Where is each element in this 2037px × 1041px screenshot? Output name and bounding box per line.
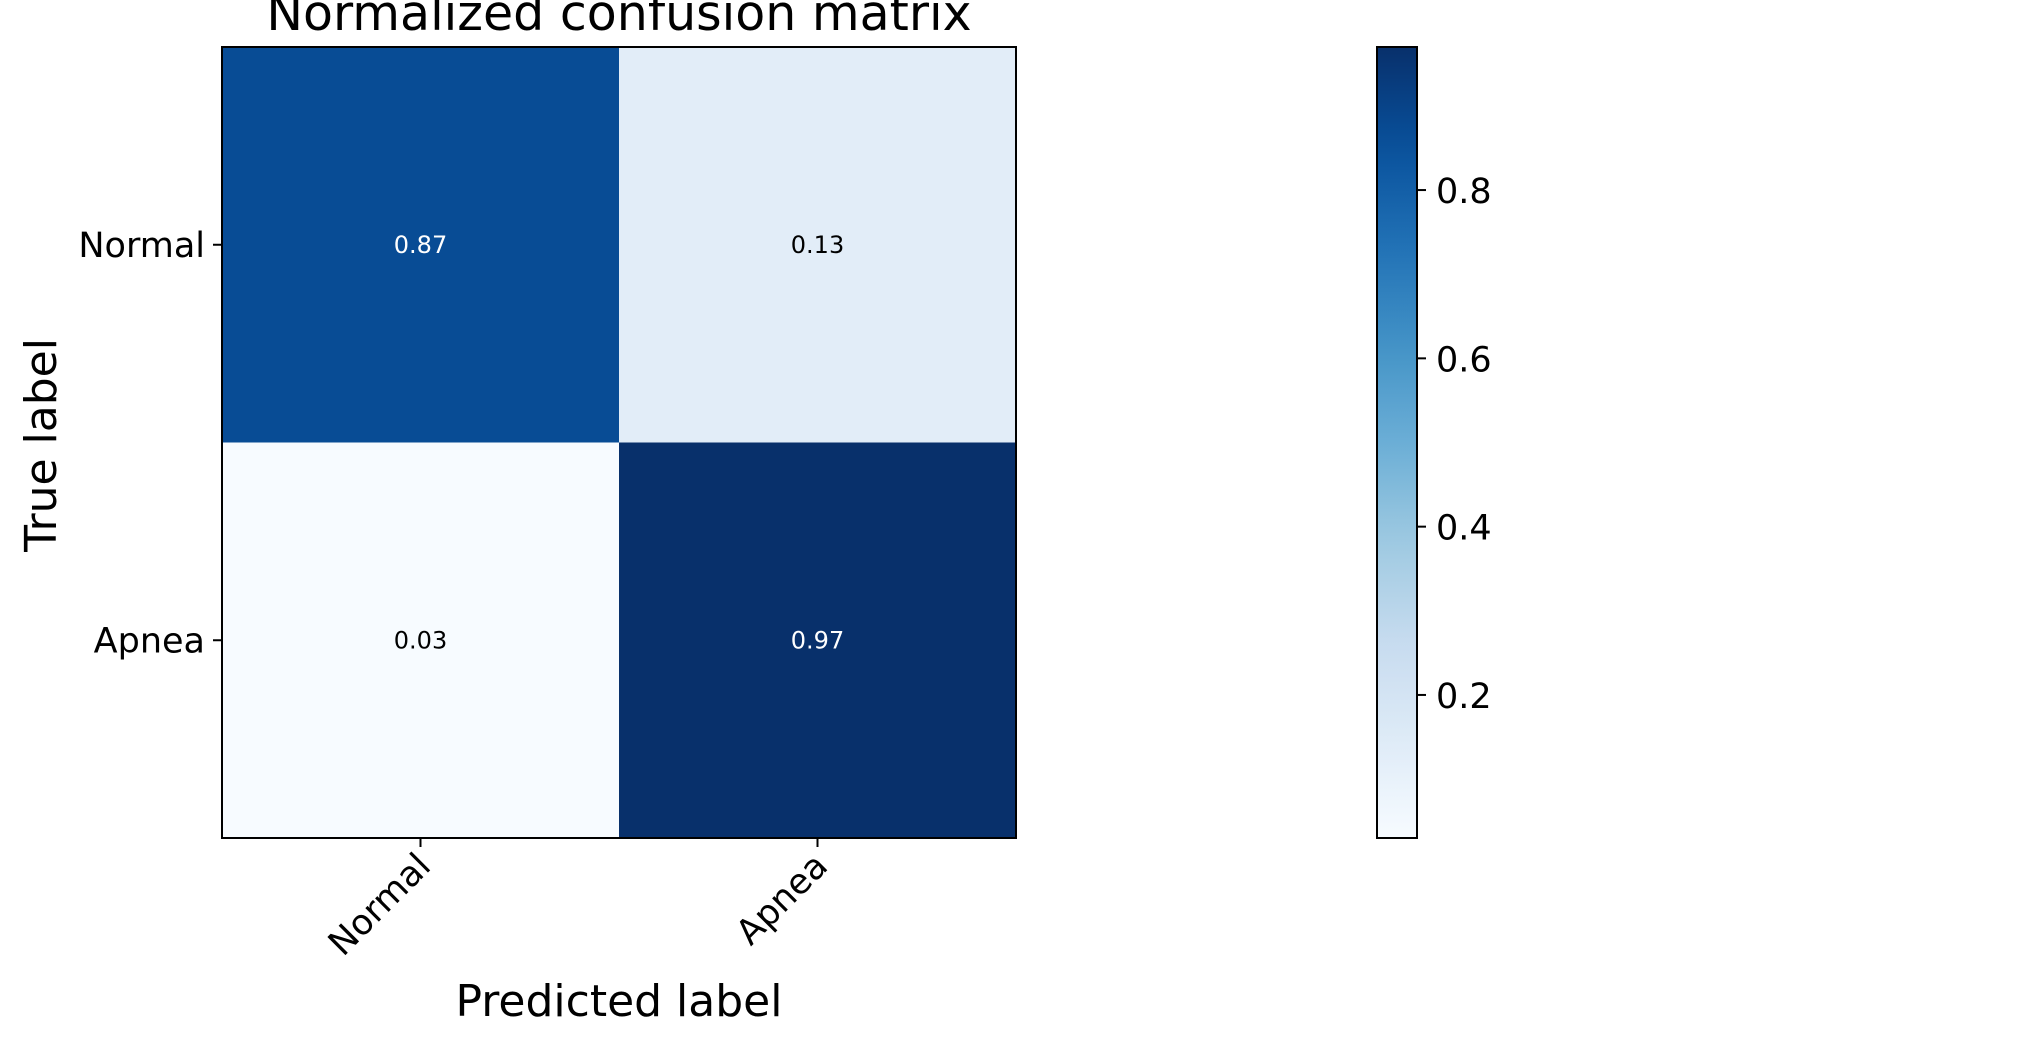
x-tick-label-1: Apnea <box>729 846 836 953</box>
y-tick-label-0: Normal <box>78 226 205 266</box>
matrix-frame <box>221 46 1017 839</box>
x-axis-ticks: Normal Apnea <box>321 838 836 964</box>
cell-1-0 <box>222 442 620 839</box>
cell-0-0 <box>222 47 620 443</box>
colorbar-tick-label-2: 0.6 <box>1436 340 1492 380</box>
x-axis-label: Predicted label <box>456 976 783 1027</box>
cell-label-1-0: 0.03 <box>394 626 447 654</box>
matrix-cells <box>222 47 1017 839</box>
y-tick-label-1: Apnea <box>94 621 205 661</box>
y-axis-ticks: Normal Apnea <box>78 226 222 661</box>
cell-label-1-1: 0.97 <box>791 626 844 654</box>
y-axis-label: True label <box>16 338 67 553</box>
cell-label-0-0: 0.87 <box>394 231 447 259</box>
cell-1-1 <box>619 442 1017 839</box>
cell-label-0-1: 0.13 <box>791 231 844 259</box>
colorbar-tick-label-1: 0.4 <box>1436 509 1492 549</box>
colorbar-ticks: 0.2 0.4 0.6 0.8 <box>1417 172 1492 717</box>
x-tick-label-0: Normal <box>321 846 439 964</box>
colorbar-tick-label-0: 0.2 <box>1436 677 1492 717</box>
colorbar <box>1376 46 1418 839</box>
colorbar-tick-label-3: 0.8 <box>1436 172 1492 212</box>
chart-title: Normalized confusion matrix <box>266 0 971 42</box>
cell-0-1 <box>619 47 1017 443</box>
matrix-cell-labels: 0.87 0.13 0.03 0.97 <box>394 231 844 655</box>
